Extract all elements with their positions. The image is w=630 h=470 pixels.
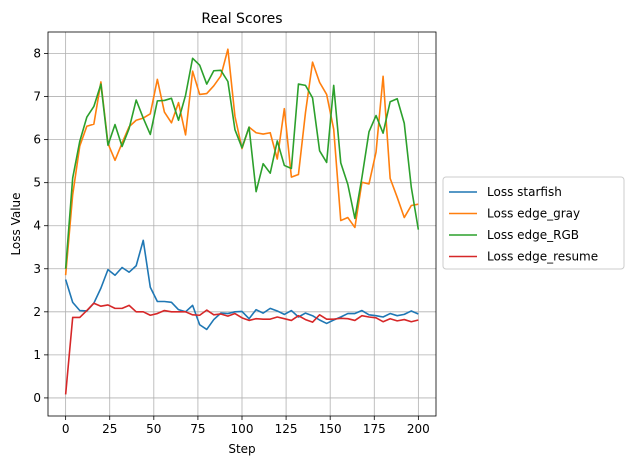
series-lines <box>64 48 420 395</box>
series-line-loss-edge-gray <box>64 48 419 276</box>
legend-label: Loss starfish <box>487 185 562 199</box>
x-tick-label: 50 <box>146 422 161 436</box>
legend-label: Loss edge_resume <box>487 250 598 264</box>
legend-box <box>442 176 625 270</box>
series-line-loss-edge-resume <box>64 302 419 395</box>
x-tick-label: 100 <box>231 422 254 436</box>
x-tick-label: 0 <box>62 422 70 436</box>
x-axis-ticks: 0 25 50 75 100 125 150 175 200 <box>62 416 430 436</box>
x-tick-label: 125 <box>275 422 298 436</box>
y-tick-label: 5 <box>33 176 41 190</box>
y-tick-label: 1 <box>33 348 41 362</box>
y-tick-label: 7 <box>33 90 41 104</box>
y-tick-label: 2 <box>33 305 41 319</box>
series-line-loss-starfish <box>64 239 419 331</box>
x-tick-label: 200 <box>407 422 430 436</box>
y-tick-label: 3 <box>33 262 41 276</box>
x-tick-label: 75 <box>190 422 205 436</box>
y-tick-label: 4 <box>33 219 41 233</box>
y-tick-label: 8 <box>33 47 41 61</box>
series-line-loss-edge-rgb <box>64 57 420 269</box>
y-tick-label: 0 <box>33 391 41 405</box>
y-tick-label: 6 <box>33 133 41 147</box>
x-tick-label: 175 <box>363 422 386 436</box>
legend-label: Loss edge_gray <box>487 207 580 221</box>
legend: Loss starfish Loss edge_gray Loss edge_RGB… <box>442 176 625 270</box>
y-axis-ticks: 0 1 2 3 4 5 6 7 8 <box>33 47 48 405</box>
y-axis-label: Loss Value <box>9 192 23 255</box>
x-axis-label: Step <box>228 442 255 456</box>
x-tick-label: 150 <box>319 422 342 436</box>
x-tick-label: 25 <box>102 422 117 436</box>
chart-title: Real Scores <box>201 11 282 27</box>
legend-label: Loss edge_RGB <box>487 228 579 242</box>
